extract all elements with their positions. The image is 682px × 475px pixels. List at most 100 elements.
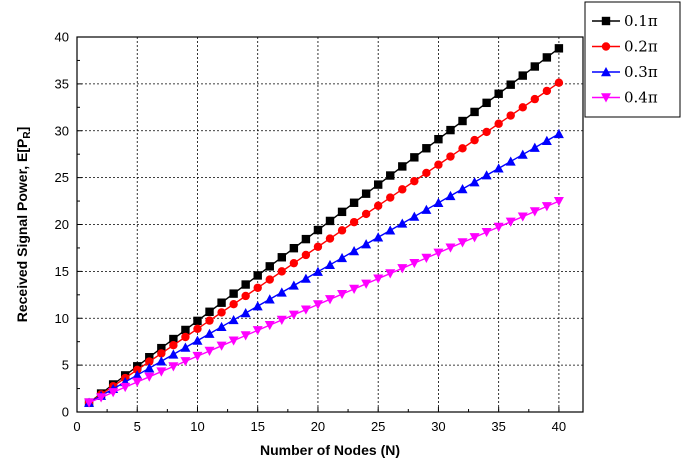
data-point: [373, 232, 384, 242]
data-point: [553, 196, 564, 207]
data-point: [542, 53, 552, 62]
legend-marker: [601, 93, 611, 103]
data-point: [518, 103, 527, 112]
data-point: [144, 372, 155, 382]
data-point: [470, 107, 479, 117]
data-point: [289, 243, 299, 253]
data-point: [168, 362, 179, 372]
data-point: [397, 264, 408, 274]
data-point: [205, 307, 214, 316]
series-line: [88, 82, 560, 404]
data-point: [180, 342, 191, 352]
legend-label: 0.1π: [624, 12, 658, 30]
data-point: [481, 170, 492, 180]
data-point: [337, 207, 347, 217]
x-tick-label: 15: [250, 419, 264, 434]
data-point: [505, 156, 516, 166]
data-point: [494, 89, 503, 98]
data-point: [433, 248, 444, 258]
data-point: [434, 134, 443, 144]
data-point: [289, 258, 299, 268]
data-point: [192, 351, 203, 362]
data-point: [554, 44, 564, 53]
data-point: [145, 353, 154, 362]
data-point: [276, 287, 287, 297]
data-point: [204, 346, 215, 356]
data-point: [349, 217, 359, 227]
data-point: [216, 321, 227, 332]
data-point: [482, 98, 491, 108]
data-point: [458, 116, 467, 126]
data-point: [541, 135, 552, 145]
y-tick-label: 15: [55, 264, 69, 279]
data-point: [457, 184, 468, 194]
data-point: [325, 216, 335, 226]
data-point: [421, 253, 432, 263]
legend-marker: [601, 16, 611, 26]
data-point: [228, 314, 239, 325]
data-point: [313, 242, 323, 251]
legend-marker: [601, 42, 611, 51]
data-point: [217, 308, 226, 317]
data-point: [193, 316, 202, 326]
data-point: [506, 111, 515, 120]
data-point: [457, 238, 468, 248]
data-point: [446, 125, 455, 135]
data-point: [494, 119, 503, 128]
series-line: [88, 133, 560, 404]
data-point: [288, 280, 299, 290]
series-4: [84, 196, 564, 408]
data-point: [229, 299, 238, 309]
data-point: [193, 324, 202, 333]
data-point: [96, 393, 107, 403]
data-point: [361, 279, 372, 289]
x-tick-label: 5: [134, 419, 141, 434]
data-point: [229, 289, 238, 298]
data-point: [530, 94, 540, 104]
data-point: [169, 334, 178, 344]
data-point: [313, 225, 323, 235]
data-point: [361, 239, 372, 249]
data-point: [108, 388, 119, 398]
x-tick-label: 25: [371, 419, 385, 434]
data-point: [277, 253, 287, 262]
data-point: [361, 189, 371, 198]
data-point: [240, 308, 251, 318]
data-point: [252, 326, 263, 336]
data-point: [529, 207, 540, 217]
series-group: [84, 44, 564, 408]
x-tick-label: 35: [491, 419, 505, 434]
data-point: [422, 144, 431, 153]
y-tick-label: 0: [62, 405, 69, 420]
y-axis-title-main: Received Signal Power, E[P: [14, 139, 30, 323]
y-axis-title-subscript: R: [22, 131, 33, 139]
data-point: [470, 135, 479, 145]
data-point: [192, 335, 203, 345]
y-tick-label: 40: [55, 30, 69, 45]
x-tick-label: 0: [73, 419, 80, 434]
data-point: [277, 267, 287, 276]
axis-ticks: 0 5 10 15 20 25 30 35 40 0 5 10 15 20 25 30 35 40: [55, 30, 567, 435]
data-point: [434, 160, 443, 169]
data-point: [542, 86, 552, 96]
data-point: [325, 234, 335, 243]
data-point: [253, 283, 262, 292]
data-point: [157, 343, 166, 353]
data-point: [409, 258, 420, 269]
data-point: [301, 250, 311, 260]
legend-entry: 0.2π: [592, 38, 658, 56]
data-point: [409, 211, 420, 221]
y-tick-label: 10: [55, 311, 69, 326]
data-point: [493, 163, 504, 173]
data-point: [458, 144, 467, 153]
data-point: [349, 198, 359, 207]
data-point: [445, 190, 456, 201]
x-tick-label: 30: [431, 419, 445, 434]
legend-entry: 0.3π: [592, 63, 658, 81]
data-point: [529, 142, 540, 152]
x-tick-label: 40: [552, 419, 566, 434]
data-point: [373, 201, 383, 210]
data-point: [398, 162, 407, 171]
data-point: [228, 336, 239, 346]
data-point: [217, 298, 226, 307]
